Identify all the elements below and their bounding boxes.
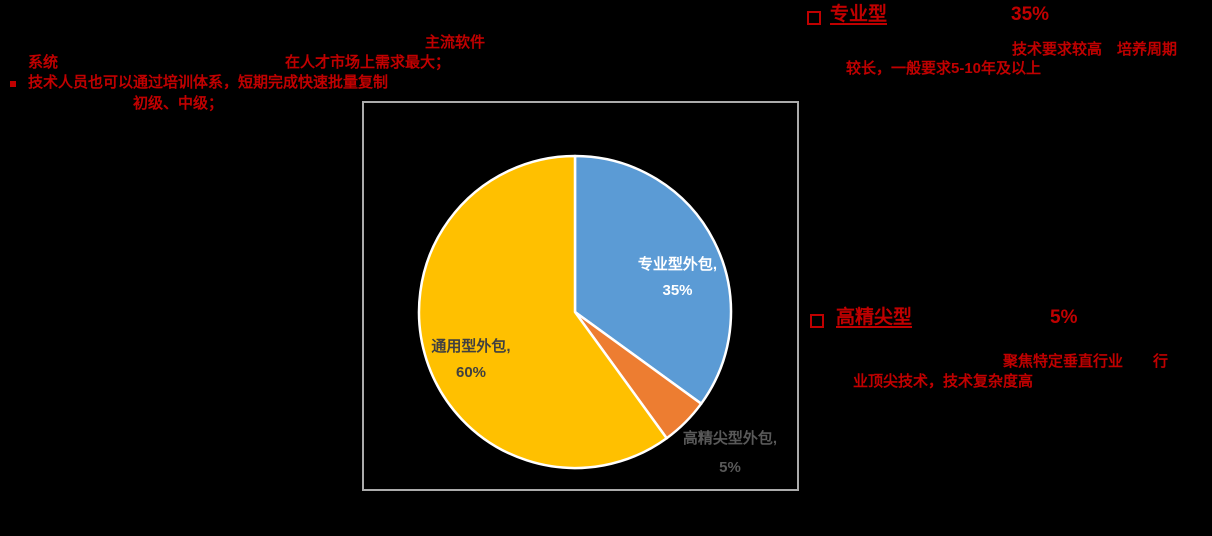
high-end-desc-line2: 业顶尖技术，技术复杂度高 [853,373,1034,390]
high-end-value: 5% [1050,307,1078,328]
pie-label-text: 高精尖型外包, [682,430,778,447]
professional-value: 35% [1011,4,1050,25]
professional-desc-line1: 技术要求较高 培养周期 [1012,41,1178,58]
pie-slice-专业型外包 [573,154,733,405]
pie-label-value: 35% [662,282,693,299]
professional-desc-line2: 较长，一般要求5-10年及以上 [846,60,1042,77]
hollow-square-bullet-icon [810,314,824,328]
pie-slice-通用型外包 [417,154,668,470]
square-bullet-icon [10,81,16,87]
annotation-market-demand: 在人才市场上需求最大； [285,54,451,71]
pie-label-text: 专业型外包, [637,256,718,273]
high-end-desc-line1: 聚焦特定垂直行业 行 [1003,353,1169,370]
annotation-system: 系统 [28,54,59,71]
pie-label-high-end: 高精尖型外包, 5% [655,424,805,482]
pie-label-value: 5% [719,459,741,476]
professional-title: 专业型 [830,4,888,25]
pie-label-value: 60% [455,364,487,381]
pie-label-professional: 专业型外包, 35% [600,252,755,304]
pie-chart [417,154,733,470]
annotation-main-software: 主流软件 [425,34,486,51]
pie-label-text: 通用型外包, [431,338,511,355]
annotation-levels: 初级、中级； [133,95,224,112]
hollow-square-bullet-icon [807,11,821,25]
pie-label-general: 通用型外包, 60% [396,334,546,386]
annotation-training: 技术人员也可以通过培训体系，短期完成快速批量复制 [28,74,389,91]
high-end-title: 高精尖型 [836,307,913,328]
